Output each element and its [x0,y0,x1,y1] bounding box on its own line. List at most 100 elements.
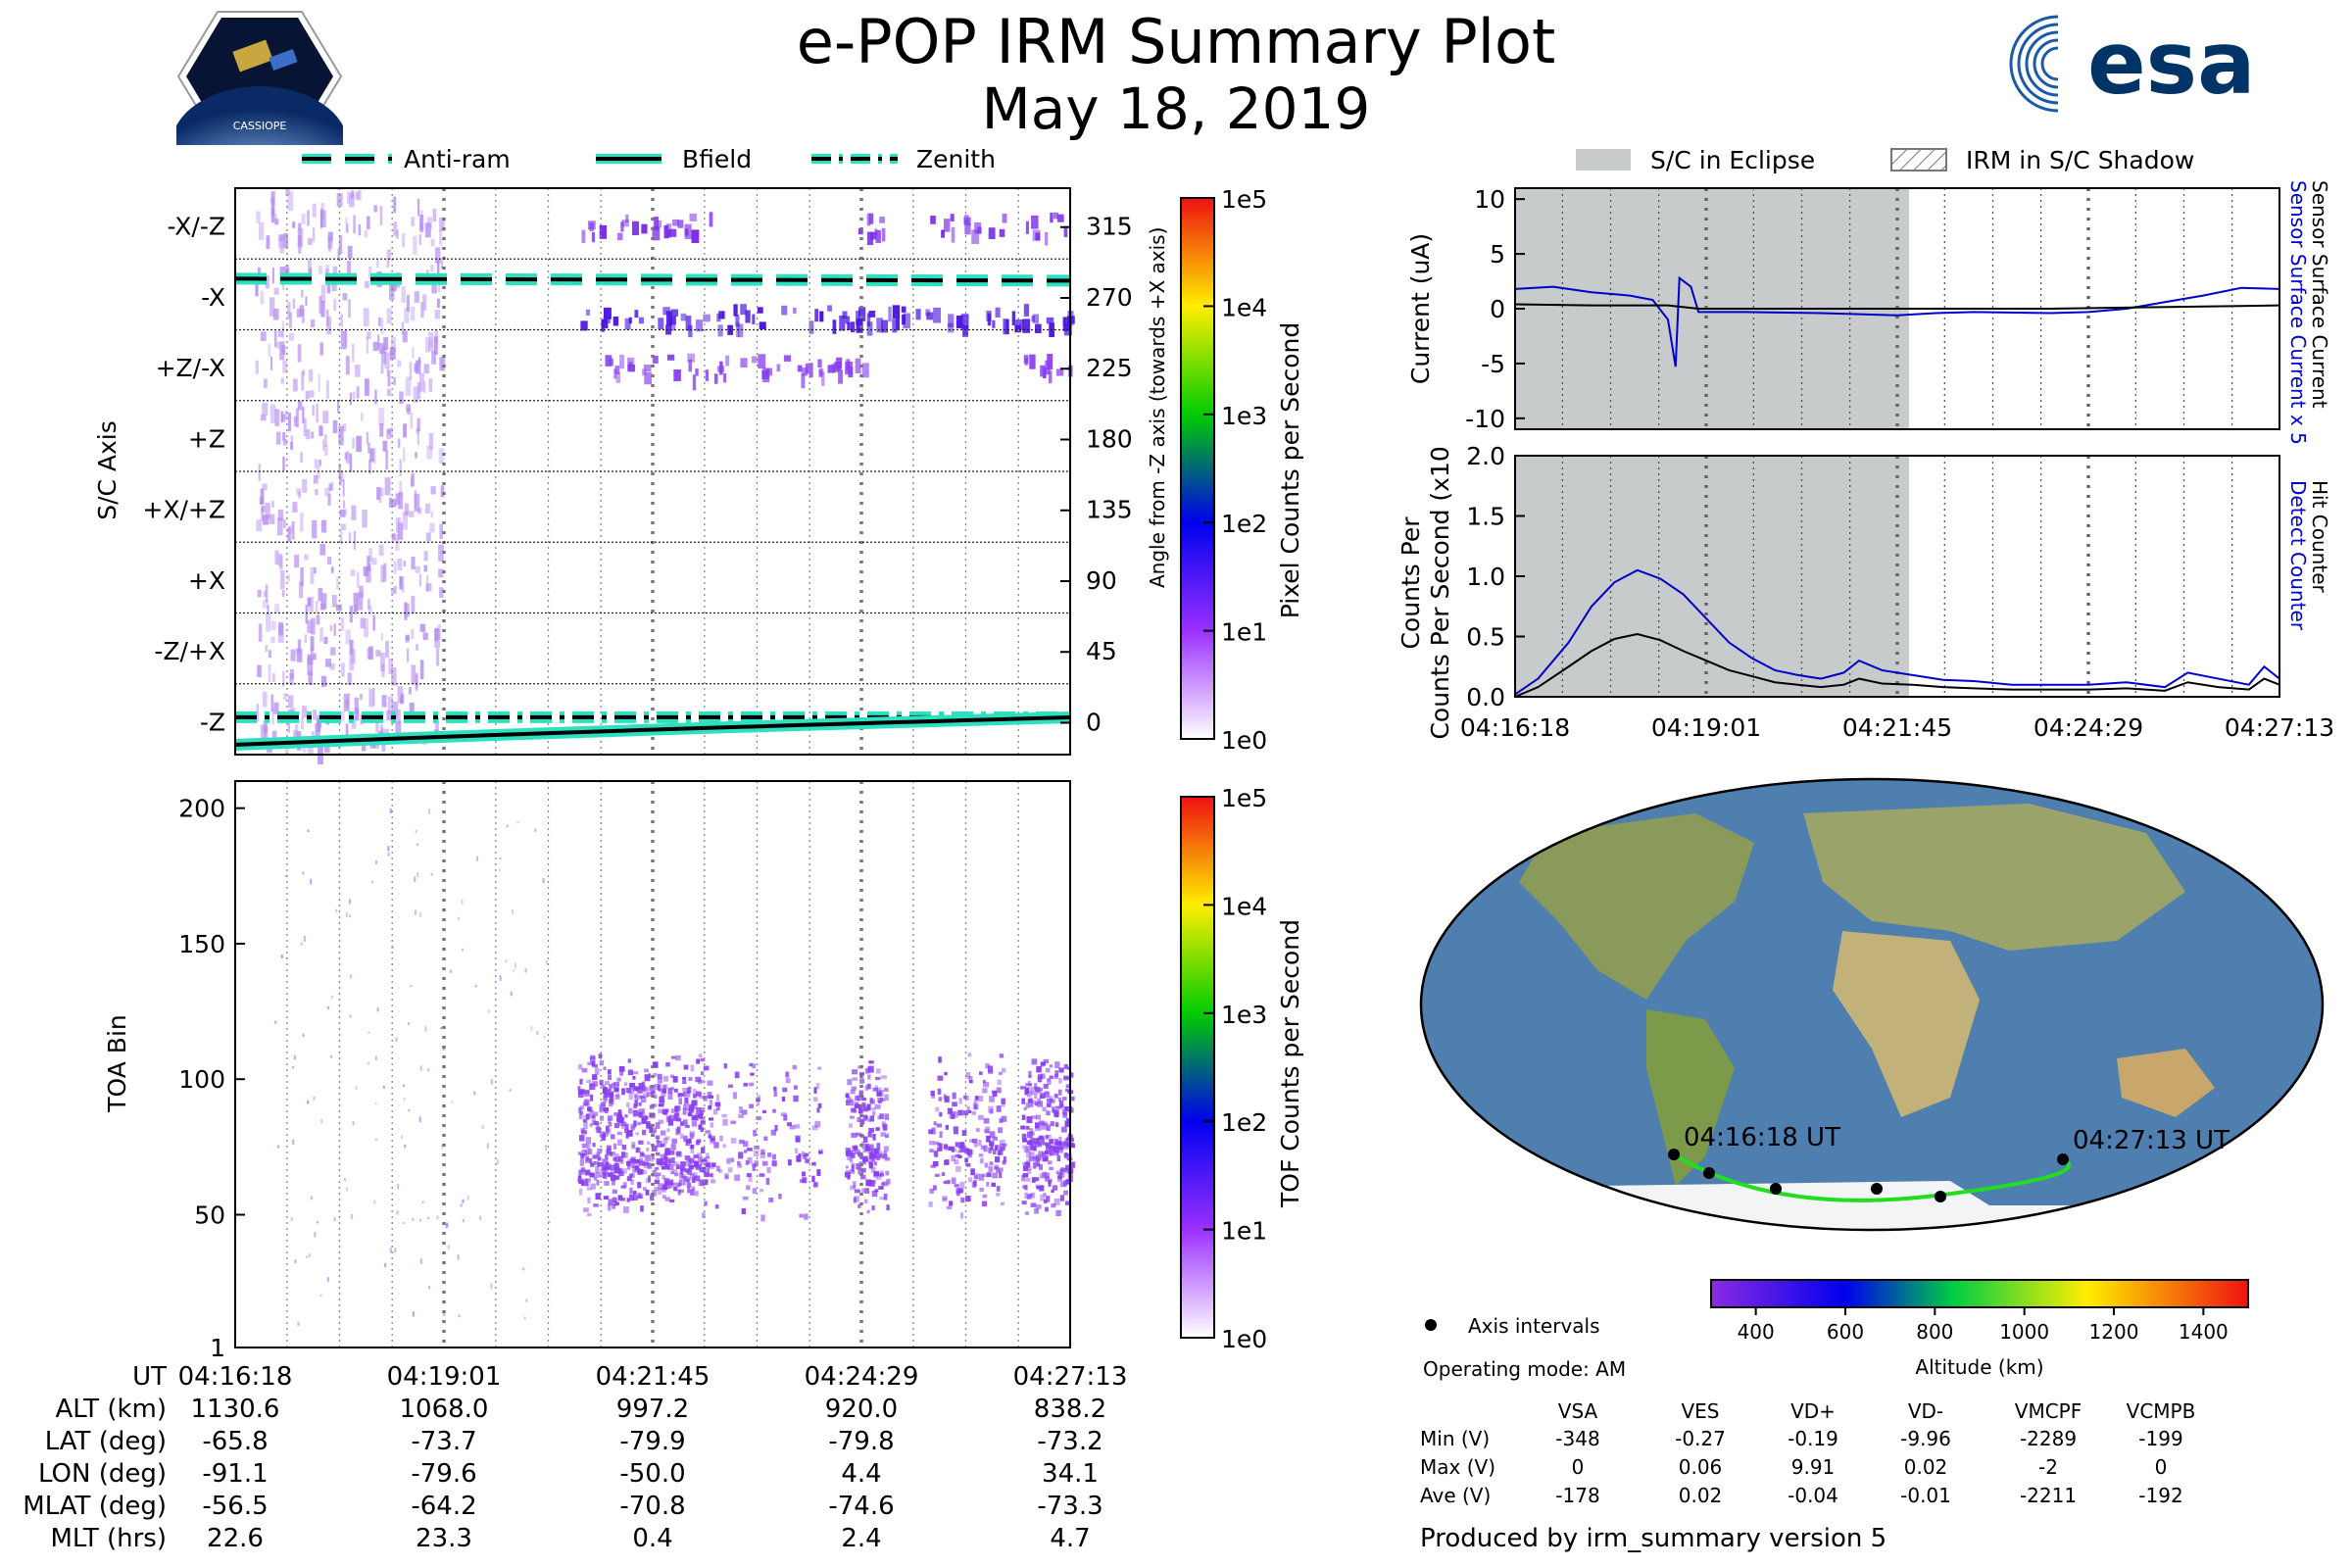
pixel-cell [274,219,279,225]
tof-cell [875,1153,882,1157]
tof-cell [743,1150,748,1153]
tof-cell [846,1097,852,1103]
pixel-cell [992,319,996,328]
pixel-cell [350,569,356,576]
tof-cell [421,1200,424,1203]
counts-right-label-black: Hit Counter [2308,480,2331,593]
orbit-cell: 04:21:45 [595,1362,710,1392]
altitude-tick: 1000 [1999,1320,2049,1344]
tof-cell [999,1054,1004,1058]
pixel-cell [580,320,588,331]
tof-cell [597,1162,604,1167]
pixel-cell [839,315,846,331]
tof-cell [746,1148,753,1152]
tof-cell [662,1075,669,1082]
pixel-cell [312,203,317,218]
tof-cell [1003,1156,1006,1162]
tof-cell [1063,1076,1070,1080]
tof-cell [971,1138,978,1144]
pixel-cell [423,551,428,562]
tof-cell [441,1144,444,1150]
pixel-cell [378,318,381,326]
tof-cell [624,1114,628,1118]
pixel-cell [364,618,368,638]
voltage-cell: 0 [2154,1455,2168,1479]
pixel-cell [414,291,419,303]
tof-cell [461,899,464,906]
tof-cell [987,1065,994,1073]
tof-cell [1021,1133,1027,1141]
tof-cell [997,1079,1002,1085]
tof-cell [1057,1142,1063,1146]
pixel-cell [353,592,359,612]
tof-cell [985,1126,990,1134]
altitude-label: Altitude (km) [1915,1355,2043,1379]
orbit-cell: -56.5 [202,1492,269,1521]
tof-cell [756,1116,761,1120]
tof-cell [621,1168,627,1174]
pixel-cell [964,223,971,235]
tof-cell [614,1155,620,1162]
tof-cell [605,1149,610,1155]
tof-cell [582,1179,589,1186]
tof-cell [601,1084,607,1088]
pixel-cell [393,221,398,236]
tof-cell [695,1141,701,1146]
pixel-cell [620,221,624,232]
pixel-cell [846,359,851,371]
tof-cell [967,1177,973,1183]
pixel-cell [416,427,419,446]
tof-cell [368,1061,370,1065]
tof-cell [992,1136,998,1141]
pixel-y2tick: 45 [1086,637,1117,665]
tof-cell [883,1194,888,1200]
tof-cell [673,1088,678,1093]
tof-cell [710,1138,714,1142]
tof-cell [373,1200,376,1204]
pixel-cell [320,593,327,610]
tof-cell [943,1094,947,1101]
tof-cell [689,1189,695,1196]
tof-cell [1069,1142,1075,1148]
tof-cell [860,1167,866,1173]
tof-cell [939,1131,943,1139]
tof-cell [583,1099,589,1106]
pixel-cell [309,390,315,398]
tof-cell [640,1096,647,1103]
pixel-cell [691,229,700,243]
pixel-cell [430,486,436,495]
tof-cell [737,1163,742,1168]
tof-cell [1055,1150,1059,1155]
pixel-cell [339,471,344,482]
tof-cell [629,1083,634,1090]
pixel-ytick: +X/+Z [142,496,225,524]
tof-cell [780,1112,787,1117]
pixel-cbtick: 1e4 [1221,293,1267,321]
tof-cell [874,1085,878,1090]
tof-cell [627,1058,632,1063]
pixel-cell [866,231,874,246]
tof-cell [473,1091,476,1096]
pixel-cell [433,336,438,355]
tof-cell [1040,1061,1046,1066]
tof-cell [294,1259,297,1264]
tof-cell [943,1180,948,1185]
tof-cell [597,1156,602,1161]
tof-cell [787,1122,792,1127]
tof-cell [1043,1058,1049,1063]
tof-cell [1043,1083,1049,1089]
tof-cell [403,1084,406,1087]
tof-cell [524,967,527,973]
tof-cell [598,1054,603,1059]
tof-cell [1045,1067,1051,1073]
pixel-cell [258,221,265,240]
pixel-cell [406,648,410,662]
tof-cell [382,1085,385,1089]
tof-cell [631,1141,636,1149]
tof-cell [858,1203,861,1208]
pixel-cell [599,224,608,239]
tof-cell [1002,1102,1005,1107]
tof-cell [523,1316,526,1320]
tof-cell [752,1188,758,1195]
pixel-cell [290,435,293,451]
